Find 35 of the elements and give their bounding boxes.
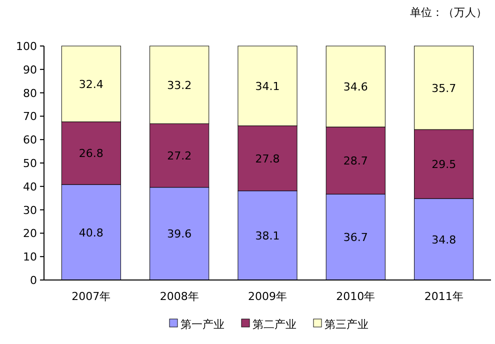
data-label: 35.7 [432,82,456,95]
data-label: 38.1 [255,229,280,242]
data-label: 40.8 [78,226,104,240]
y-tick-label: 90 [23,63,37,76]
x-tick-label: 2009年 [248,290,287,303]
data-label: 39.6 [167,228,192,241]
y-tick-label: 10 [23,250,37,264]
legend-label: 第二产业 [252,318,296,331]
data-label: 33.2 [167,78,192,92]
data-label: 27.2 [167,150,192,163]
data-label: 34.6 [343,80,368,94]
y-tick-label: 50 [23,157,37,170]
x-tick-label: 2010年 [336,290,376,303]
y-tick-label: 70 [23,110,37,124]
x-tick-label: 2008年 [160,290,199,303]
data-label: 34.8 [432,233,456,246]
data-label: 29.5 [432,158,456,172]
data-label: 36.7 [343,231,368,244]
data-label: 26.8 [78,147,104,160]
x-tick-label: 2011年 [424,290,464,303]
y-tick-label: 30 [23,204,37,217]
legend-label: 第三产业 [324,318,368,331]
y-tick-label: 0 [30,274,37,287]
legend-label: 第一产业 [180,318,224,331]
data-label: 27.8 [255,152,280,166]
data-label: 34.1 [255,80,280,93]
x-tick-label: 2007年 [72,290,111,303]
y-tick-label: 100 [16,40,37,53]
y-tick-label: 40 [23,180,37,194]
data-label: 32.4 [78,78,104,91]
y-tick-label: 80 [23,86,37,100]
y-tick-label: 60 [23,134,37,147]
y-tick-label: 20 [23,227,37,240]
data-label: 28.7 [343,154,368,168]
y-axis-title: 单位：（万人） [410,6,487,19]
